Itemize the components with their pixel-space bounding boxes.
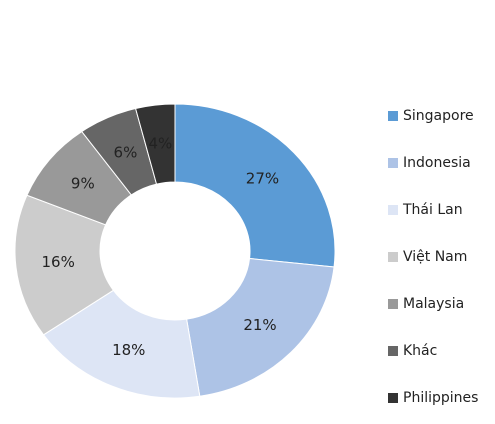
donut-slice: [14, 194, 115, 336]
legend-label: Malaysia: [403, 296, 464, 312]
legend-label: Indonesia: [403, 155, 471, 171]
legend-label: Thái Lan: [402, 202, 463, 218]
data-label: 21%: [243, 316, 276, 334]
data-label: 6%: [114, 144, 138, 162]
legend-swatch: [388, 111, 398, 121]
legend-swatch: [388, 393, 398, 403]
legend-label: Việt Nam: [403, 249, 467, 265]
legend-swatch: [388, 346, 398, 356]
legend-swatch: [388, 205, 398, 215]
donut-slice: [134, 103, 176, 185]
legend-swatch: [388, 252, 398, 262]
data-label: 18%: [112, 341, 145, 359]
donut-slice: [174, 103, 336, 268]
data-label: 9%: [71, 175, 95, 193]
data-label: 4%: [149, 134, 173, 152]
donut-slice: [186, 257, 335, 397]
legend-swatch: [388, 158, 398, 168]
data-label: 16%: [42, 253, 75, 271]
data-label: 27%: [246, 169, 279, 187]
legend-label: Singapore: [403, 108, 474, 124]
legend-label: Khác: [403, 343, 437, 359]
legend-label: Philippines: [403, 390, 478, 406]
legend-swatch: [388, 299, 398, 309]
donut-slice: [42, 289, 201, 399]
